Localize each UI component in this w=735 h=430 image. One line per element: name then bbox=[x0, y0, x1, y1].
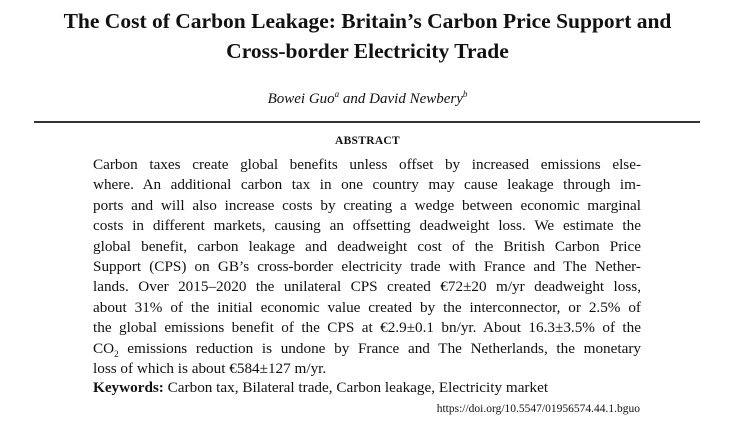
title-line-1: The Cost of Carbon Leakage: Britain’s Ca… bbox=[63, 9, 672, 33]
keywords: Keywords: Carbon tax, Bilateral trade, C… bbox=[93, 379, 548, 397]
doi-link[interactable]: https://doi.org/10.5547/01956574.44.1.bg… bbox=[436, 403, 640, 415]
abstract-heading: ABSTRACT bbox=[334, 135, 401, 147]
co2-subscript: 2 bbox=[114, 348, 119, 359]
author-conjunction: and bbox=[339, 91, 370, 107]
author-2-affiliation: b bbox=[462, 89, 468, 99]
authors: Bowei Guoa and David Newberyb bbox=[0, 89, 735, 108]
abstract-line: global benefit, carbon leakage and deadw… bbox=[93, 237, 641, 255]
author-1: Bowei Guo bbox=[267, 91, 335, 107]
keywords-label: Keywords: bbox=[93, 379, 164, 396]
keywords-text: Carbon tax, Bilateral trade, Carbon leak… bbox=[163, 379, 549, 396]
author-2: David Newbery bbox=[369, 91, 463, 107]
abstract-line: where. An additional carbon tax in one c… bbox=[93, 176, 641, 194]
abstract-line: costs in different markets, causing an o… bbox=[93, 217, 641, 235]
abstract-line: Support (CPS) on GB’s cross-border elect… bbox=[93, 258, 641, 276]
abstract-body: Carbon taxes create global benefits unle… bbox=[93, 155, 641, 379]
paper-title: The Cost of Carbon Leakage: Britain’s Ca… bbox=[20, 6, 715, 66]
abstract-line: loss of which is about €584±127 m/yr. bbox=[93, 360, 327, 378]
abstract-line: about 31% of the initial economic value … bbox=[93, 298, 641, 316]
abstract-line-text: emissions reduction is undone by France … bbox=[127, 339, 642, 357]
author-1-affiliation: a bbox=[334, 89, 340, 99]
abstract-line: ports and will also increase costs by cr… bbox=[93, 196, 641, 214]
horizontal-rule bbox=[34, 121, 700, 123]
abstract-line: the global emissions benefit of the CPS … bbox=[93, 319, 641, 337]
abstract-line: lands. Over 2015–2020 the unilateral CPS… bbox=[93, 278, 641, 296]
title-line-2: Cross-border Electricity Trade bbox=[226, 39, 509, 63]
abstract-line: Carbon taxes create global benefits unle… bbox=[93, 156, 641, 173]
co2-base: CO bbox=[93, 339, 115, 357]
abstract-line-co2: CO2 emissions reduction is undone by Fra… bbox=[93, 339, 641, 359]
